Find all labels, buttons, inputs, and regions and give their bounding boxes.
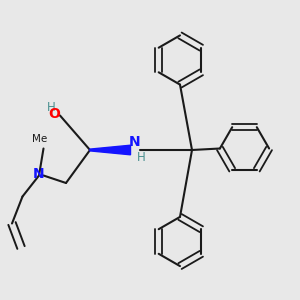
Text: N: N — [33, 167, 45, 181]
Text: O: O — [49, 107, 61, 121]
Polygon shape — [90, 145, 130, 155]
Text: H: H — [137, 151, 146, 164]
Text: N: N — [129, 136, 141, 149]
Text: H: H — [46, 100, 56, 114]
Text: Me: Me — [32, 134, 47, 144]
